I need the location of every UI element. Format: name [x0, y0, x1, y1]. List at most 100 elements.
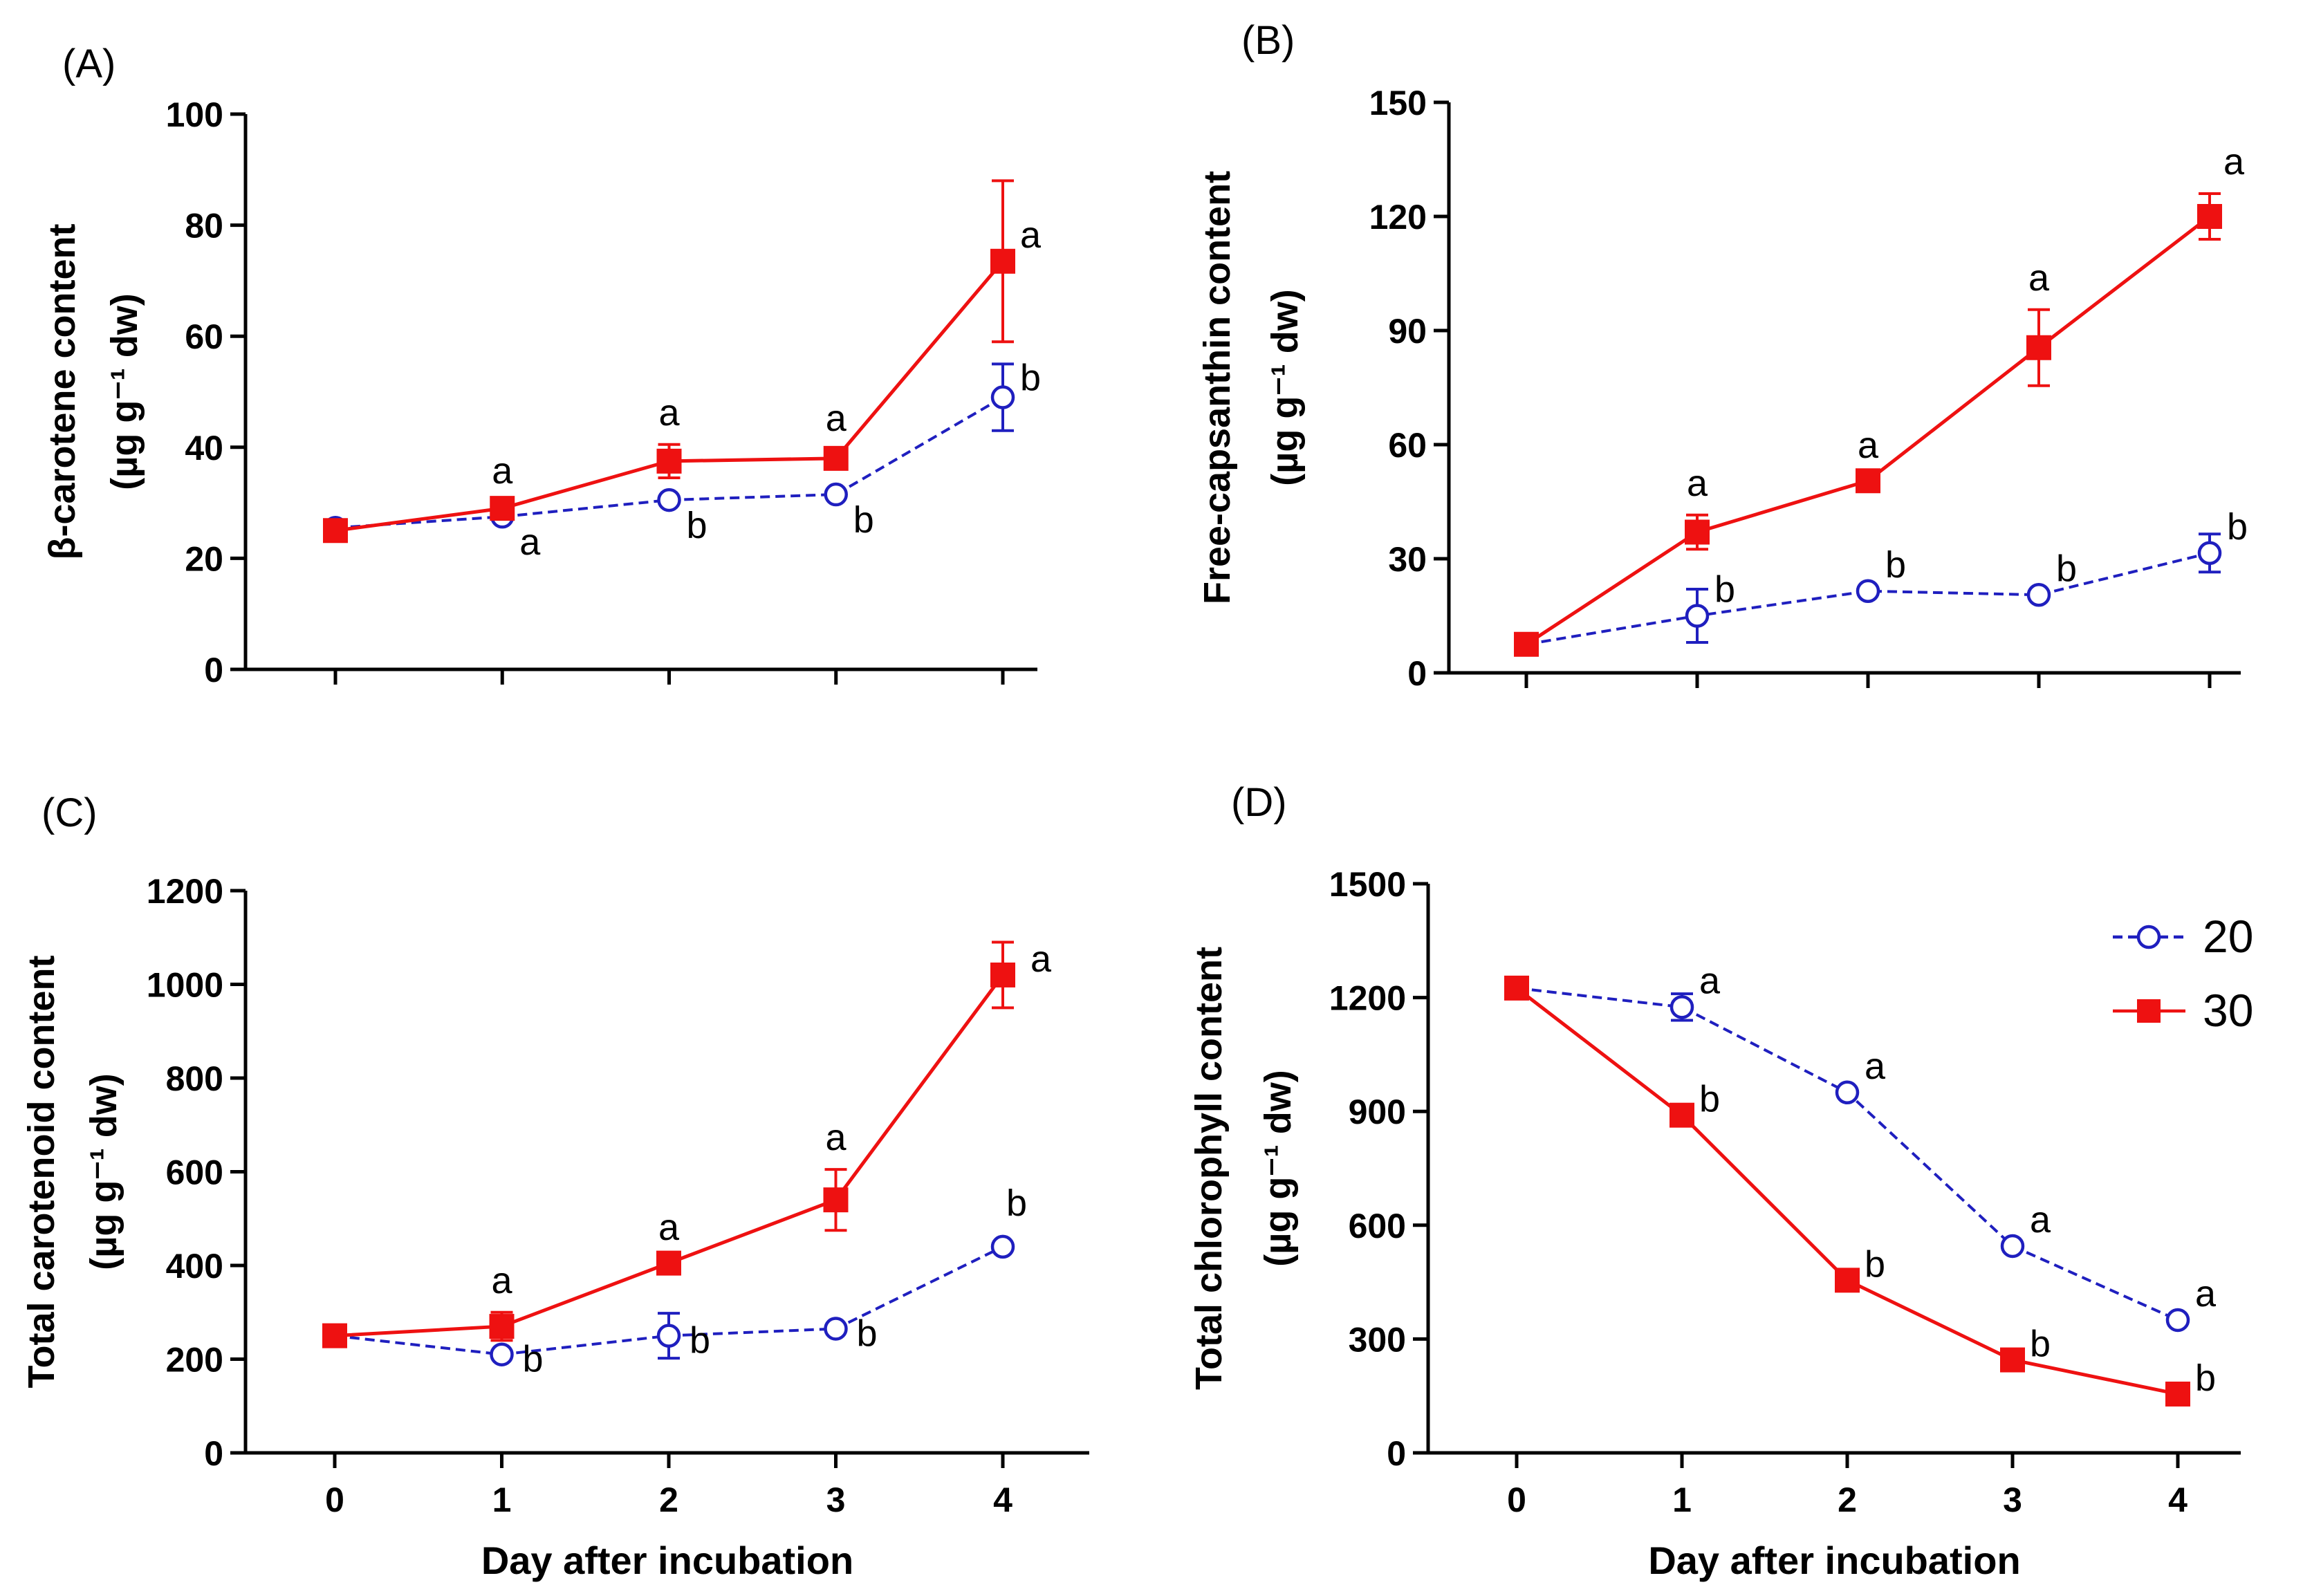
significance-letter: b: [1865, 1243, 1885, 1285]
y-tick-label: 900: [1349, 1093, 1406, 1131]
legend-marker-30: [2137, 999, 2161, 1023]
panel-label: (C): [41, 790, 98, 835]
data-point-20: [1856, 579, 1880, 603]
y-tick-label: 1000: [147, 966, 223, 1005]
significance-letter: b: [522, 1339, 543, 1380]
y-tick-label: 0: [1387, 1434, 1406, 1473]
y-tick-label: 0: [204, 651, 223, 689]
significance-letter: a: [825, 1117, 847, 1158]
data-point-30: [1835, 1268, 1860, 1293]
data-point-30: [1685, 519, 1710, 545]
y-tick-label: 400: [166, 1247, 223, 1286]
series-line-20: [1526, 551, 2210, 646]
y-tick-label: 30: [1388, 540, 1427, 579]
significance-letter: a: [1687, 463, 1708, 504]
data-point-30: [2197, 204, 2222, 229]
significance-letter: a: [2030, 1199, 2051, 1241]
significance-letter: a: [1030, 938, 1052, 980]
significance-letter: b: [690, 1320, 710, 1362]
x-axis-title: Day after incubation: [481, 1539, 853, 1582]
x-tick-label: 2: [659, 1481, 678, 1519]
data-point-20: [656, 1324, 681, 1348]
data-point-20: [2165, 1308, 2190, 1333]
y-axis-title: Free-capsanthin content: [1196, 171, 1238, 604]
data-point-30: [990, 248, 1015, 274]
y-axis-units: (µg g⁻¹ dw): [1257, 1070, 1299, 1267]
significance-letter: a: [826, 398, 847, 439]
significance-letter: b: [2227, 506, 2248, 548]
y-tick-label: 20: [185, 539, 223, 578]
y-axis-units: (µg g⁻¹ dw): [104, 293, 145, 490]
data-point-20: [657, 488, 681, 512]
y-tick-label: 100: [166, 95, 223, 134]
legend-label: 30: [2203, 985, 2253, 1036]
x-tick-label: 4: [2168, 1481, 2188, 1519]
data-point-30: [2000, 1347, 2025, 1373]
significance-letter: a: [492, 450, 513, 492]
data-point-20: [824, 1317, 848, 1341]
significance-letter: a: [658, 1207, 680, 1248]
data-point-30: [656, 448, 682, 474]
y-tick-label: 800: [166, 1059, 223, 1098]
x-tick-label: 2: [1838, 1481, 1857, 1519]
panel-label: (A): [62, 41, 115, 86]
y-tick-label: 150: [1369, 84, 1427, 122]
significance-letter: b: [2030, 1324, 2051, 1365]
x-tick-label: 3: [2003, 1481, 2022, 1519]
significance-letter: b: [1020, 358, 1041, 399]
x-tick-label: 0: [1507, 1481, 1526, 1519]
y-tick-label: 600: [1349, 1207, 1406, 1245]
data-point-30: [1856, 468, 1880, 494]
data-point-30: [2026, 335, 2051, 360]
significance-letter: a: [1858, 425, 1879, 466]
significance-letter: a: [658, 392, 680, 434]
data-point-20: [490, 1342, 514, 1366]
significance-letter: b: [686, 505, 707, 546]
y-tick-label: 300: [1349, 1320, 1406, 1359]
significance-letter: a: [2223, 141, 2245, 183]
data-point-30: [823, 445, 849, 471]
y-tick-label: 0: [1407, 654, 1427, 693]
y-tick-label: 0: [204, 1434, 223, 1473]
significance-letter: a: [2195, 1273, 2217, 1315]
panel-label: (D): [1231, 780, 1287, 825]
significance-letter: a: [491, 1260, 512, 1301]
x-tick-label: 1: [492, 1481, 512, 1519]
y-tick-label: 60: [1388, 426, 1427, 465]
significance-letter: a: [1865, 1046, 1886, 1087]
y-axis-units: (µg g⁻¹ dw): [83, 1073, 124, 1270]
data-point-30: [1504, 975, 1529, 1001]
significance-letter: b: [1885, 544, 1906, 586]
y-axis-title: β-carotene content: [41, 223, 83, 559]
y-tick-label: 120: [1369, 198, 1427, 236]
significance-letter: a: [1020, 214, 1042, 256]
data-point-20: [824, 482, 848, 507]
data-point-30: [823, 1187, 849, 1213]
significance-letter: b: [2056, 548, 2077, 589]
y-axis-title: Total chlorophyll content: [1188, 947, 1230, 1390]
series-line-30: [1515, 986, 2179, 1396]
y-tick-label: 40: [185, 429, 223, 467]
data-point-30: [1514, 631, 1539, 657]
significance-letter: b: [853, 499, 874, 541]
panel-label: (B): [1241, 18, 1295, 63]
data-point-30: [322, 1323, 347, 1348]
data-point-20: [2197, 541, 2222, 565]
significance-letter: a: [2028, 257, 2050, 299]
significance-letter: b: [1006, 1182, 1027, 1224]
significance-letter: a: [1699, 960, 1721, 1001]
y-tick-label: 200: [166, 1341, 223, 1380]
data-point-30: [2165, 1381, 2190, 1407]
y-axis-title: Total carotenoid content: [21, 955, 62, 1388]
data-point-20: [1835, 1080, 1860, 1105]
data-point-30: [656, 1250, 681, 1276]
x-tick-label: 1: [1672, 1481, 1692, 1519]
data-point-30: [489, 1314, 515, 1339]
x-axis-title: Day after incubation: [1648, 1539, 2020, 1582]
data-point-20: [990, 385, 1015, 409]
data-point-20: [2026, 583, 2051, 607]
data-point-30: [990, 962, 1015, 987]
significance-letter: b: [1714, 569, 1735, 611]
y-tick-label: 1200: [1329, 979, 1406, 1018]
